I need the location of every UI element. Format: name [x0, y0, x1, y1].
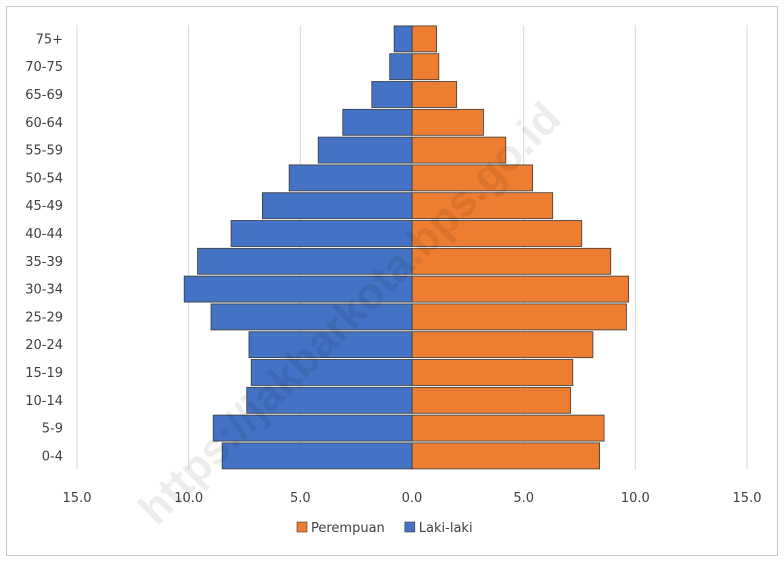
- y-tick-label-45-49: 45-49: [25, 199, 63, 214]
- x-tick-label-3: 0.0: [402, 491, 423, 506]
- bar-laki-laki-0-4: [221, 442, 413, 470]
- bar-perempuan-20-24: [411, 331, 594, 359]
- chart-frame: 0-4 5-9 10-14 15-19 20-24 25-29 30-34 35-39 40-4…: [6, 6, 778, 556]
- gridlines: [76, 25, 748, 470]
- bar-perempuan-30-34: [411, 275, 630, 303]
- y-tick-label-70-75: 70-75: [25, 60, 63, 75]
- bar-perempuan-50-54: [411, 164, 533, 192]
- legend: Perempuan Laki-laki: [296, 521, 473, 536]
- bar-laki-laki-20-24: [248, 331, 413, 359]
- y-tick-label-20-24: 20-24: [25, 338, 63, 353]
- y-tick-label-35-39: 35-39: [25, 255, 63, 270]
- y-tick-label-5-9: 5-9: [42, 422, 63, 437]
- bar-laki-laki-50-54: [288, 164, 413, 192]
- bars: [183, 25, 630, 470]
- bar-laki-laki-75+: [393, 25, 413, 53]
- bar-laki-laki-70-75: [389, 53, 413, 81]
- bar-perempuan-45-49: [411, 192, 554, 220]
- legend-label-perempuan: Perempuan: [311, 521, 385, 536]
- bar-laki-laki-15-19: [250, 359, 413, 386]
- y-tick-label-60-64: 60-64: [25, 116, 63, 131]
- legend-swatch-perempuan: [296, 521, 308, 533]
- y-tick-label-50-54: 50-54: [25, 171, 63, 186]
- bar-laki-laki-30-34: [183, 275, 413, 303]
- legend-swatch-laki-laki: [404, 521, 416, 533]
- bar-laki-laki-25-29: [210, 303, 413, 331]
- bar-laki-laki-10-14: [246, 386, 413, 414]
- bar-laki-laki-65-69: [371, 81, 413, 108]
- y-tick-label-30-34: 30-34: [25, 283, 63, 298]
- y-tick-label-0-4: 0-4: [42, 449, 63, 464]
- bar-perempuan-10-14: [411, 386, 571, 414]
- x-tick-label-1: 10.0: [174, 491, 203, 506]
- bar-perempuan-65-69: [411, 81, 458, 108]
- population-pyramid-chart: 0-4 5-9 10-14 15-19 20-24 25-29 30-34 35-39 40-4…: [25, 25, 762, 536]
- x-tick-label-5: 10.0: [621, 491, 650, 506]
- bar-perempuan-40-44: [411, 220, 583, 247]
- bar-perempuan-60-64: [411, 108, 484, 136]
- bar-laki-laki-40-44: [230, 220, 413, 247]
- y-tick-label-25-29: 25-29: [25, 310, 63, 325]
- bar-perempuan-5-9: [411, 414, 605, 442]
- bar-perempuan-70-75: [411, 53, 440, 81]
- y-tick-label-40-44: 40-44: [25, 227, 63, 242]
- y-tick-label-65-69: 65-69: [25, 88, 63, 103]
- y-tick-label-10-14: 10-14: [25, 394, 63, 409]
- x-axis-labels: 15.0 10.0 5.0 0.0 5.0 10.0 15.0: [63, 491, 762, 506]
- x-tick-label-0: 15.0: [63, 491, 92, 506]
- bar-perempuan-15-19: [411, 359, 574, 386]
- bar-perempuan-35-39: [411, 247, 612, 275]
- bar-perempuan-0-4: [411, 442, 601, 470]
- x-tick-label-2: 5.0: [290, 491, 311, 506]
- bar-laki-laki-5-9: [212, 414, 413, 442]
- legend-label-laki-laki: Laki-laki: [419, 521, 473, 536]
- bar-laki-laki-45-49: [261, 192, 413, 220]
- bar-perempuan-75+: [411, 25, 437, 53]
- y-axis-labels: 0-4 5-9 10-14 15-19 20-24 25-29 30-34 35-39 40-4…: [25, 32, 63, 464]
- bar-laki-laki-60-64: [342, 108, 413, 136]
- bar-laki-laki-55-59: [317, 136, 413, 164]
- y-tick-label-75+: 75+: [36, 32, 63, 47]
- y-tick-label-15-19: 15-19: [25, 366, 63, 381]
- bar-laki-laki-35-39: [197, 247, 413, 275]
- x-tick-label-4: 5.0: [513, 491, 534, 506]
- x-tick-label-6: 15.0: [733, 491, 762, 506]
- bar-perempuan-25-29: [411, 303, 627, 331]
- y-tick-label-55-59: 55-59: [25, 144, 63, 159]
